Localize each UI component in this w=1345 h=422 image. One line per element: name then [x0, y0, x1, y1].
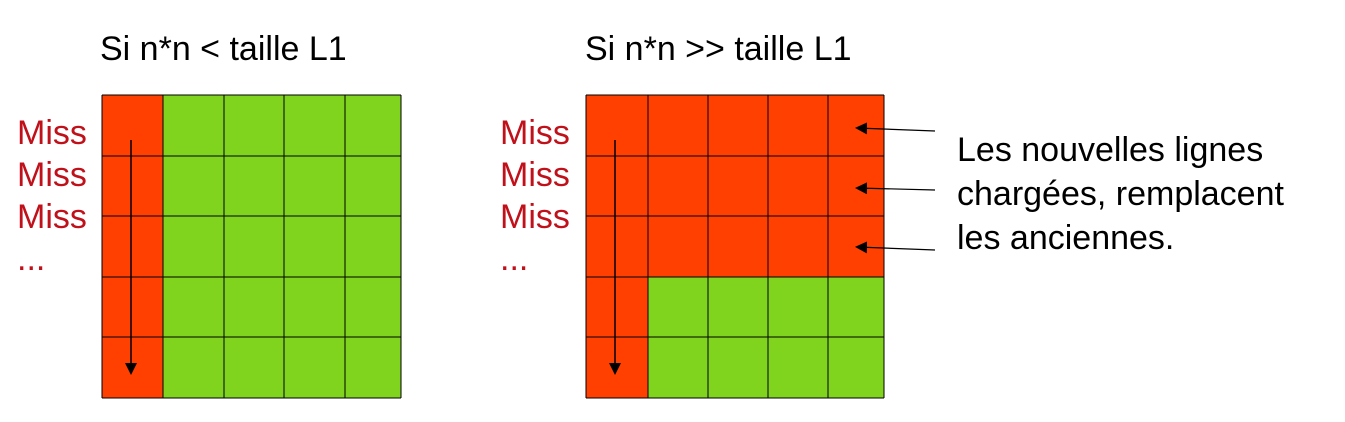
miss-label: Miss: [17, 156, 87, 194]
ellipsis-label: ...: [500, 240, 529, 278]
replacement-arrow: [855, 122, 936, 135]
miss-label: Miss: [500, 114, 570, 152]
miss-label: Miss: [17, 114, 87, 152]
replacement-arrow: [855, 241, 936, 254]
ellipsis-label: ...: [17, 240, 46, 278]
miss-label: Miss: [17, 198, 87, 236]
left-grid-lines: [101, 94, 402, 399]
right-grid-lines: [585, 94, 885, 399]
miss-label: Miss: [500, 198, 570, 236]
right-miss-column: [586, 95, 648, 398]
right-grid-title: Si n*n >> taille L1: [585, 30, 852, 68]
left-miss-column: [102, 95, 163, 398]
note-line: les anciennes.: [957, 219, 1175, 257]
replacement-arrows: [855, 122, 936, 254]
note-line: chargées, remplacent: [957, 175, 1284, 213]
note-line: Les nouvelles lignes: [957, 131, 1264, 169]
left-miss-labels: Miss Miss Miss ...: [17, 112, 87, 280]
left-matrix-grid: [101, 94, 402, 399]
miss-label: Miss: [500, 156, 570, 194]
replacement-note: Les nouvelles lignes chargées, remplacen…: [957, 128, 1284, 260]
right-matrix-grid: [585, 94, 885, 399]
replacement-arrow: [855, 182, 936, 195]
left-grid-title: Si n*n < taille L1: [100, 30, 347, 68]
right-miss-labels: Miss Miss Miss ...: [500, 112, 570, 280]
